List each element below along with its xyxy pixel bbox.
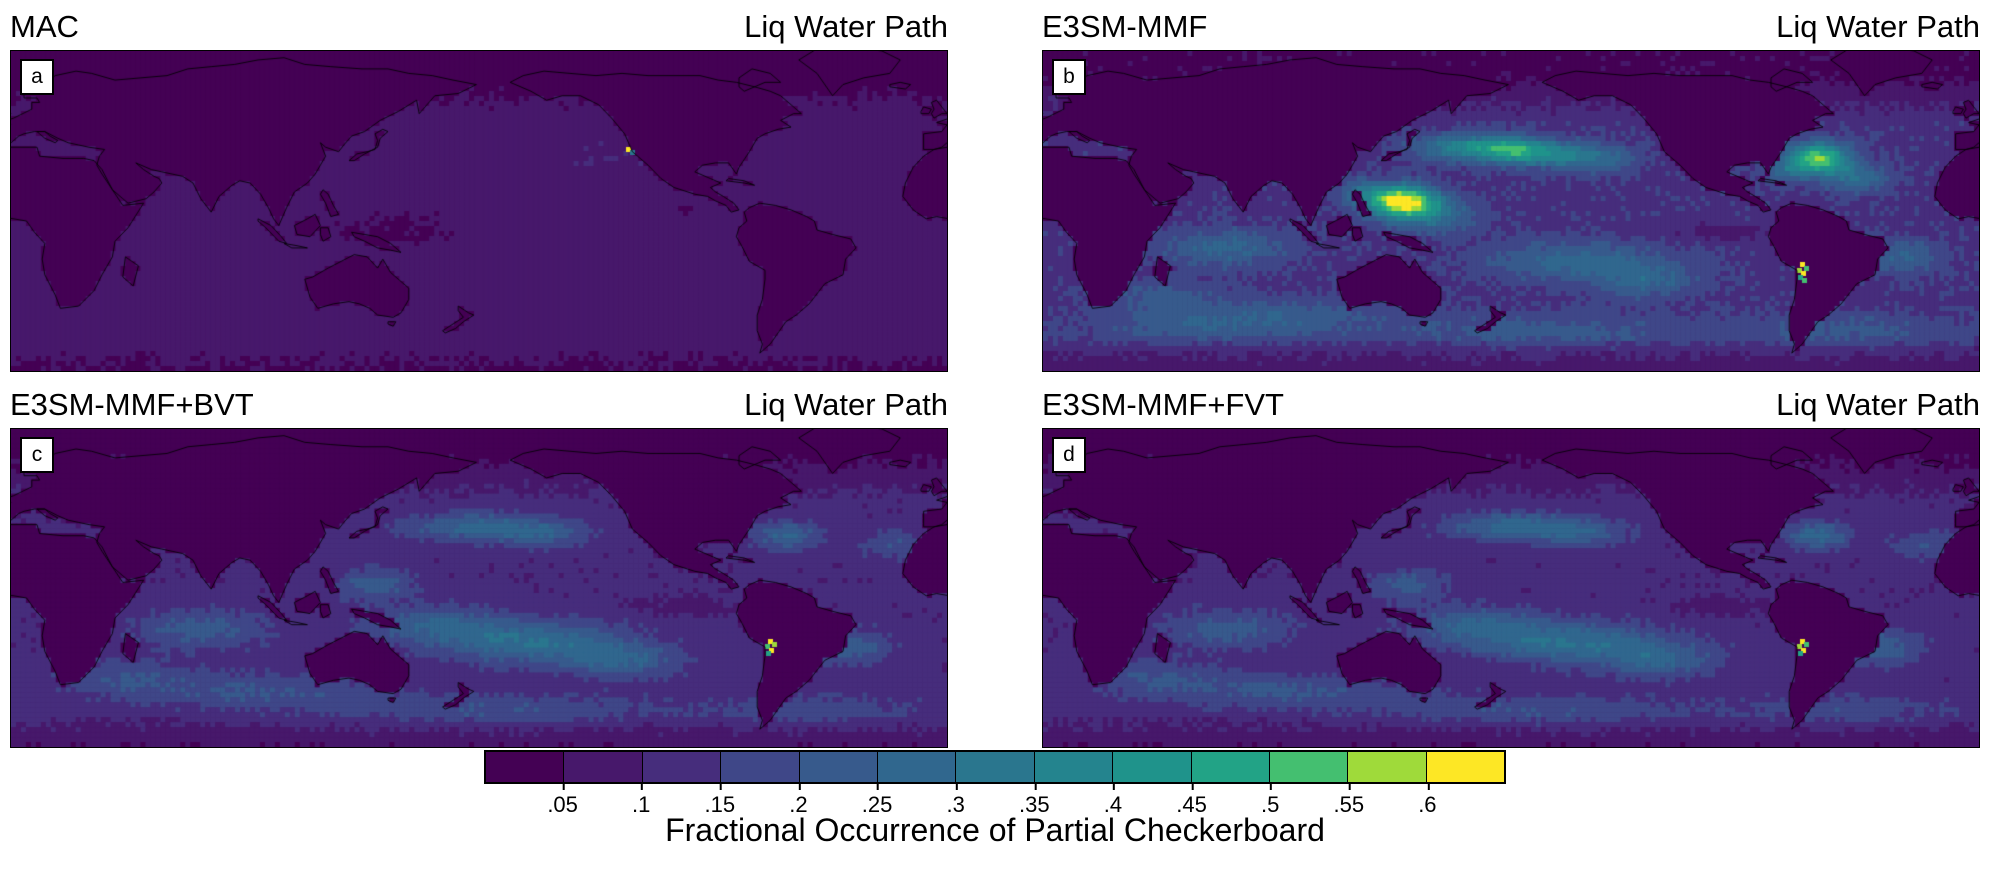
colorbar-segment: [1034, 752, 1114, 782]
colorbar-segment: [721, 752, 800, 782]
colorbar-tick-label: .45: [1176, 783, 1207, 817]
colorbar-tick-label: .4: [1103, 783, 1123, 817]
panel-letter-badge: c: [20, 437, 54, 473]
map-canvas-a: [11, 51, 947, 371]
panel-a: MAC Liq Water Path a: [10, 4, 948, 372]
map-canvas-b: [1043, 51, 1979, 371]
colorbar-tick-label: .5: [1260, 783, 1280, 817]
panel-letter-badge: b: [1052, 59, 1086, 95]
panel-c: E3SM-MMF+BVT Liq Water Path c: [10, 382, 948, 748]
panel-c-header: E3SM-MMF+BVT Liq Water Path: [10, 382, 948, 428]
panel-title: E3SM-MMF+BVT: [10, 387, 254, 422]
panel-title: E3SM-MMF+FVT: [1042, 387, 1284, 422]
panel-b-header: E3SM-MMF Liq Water Path: [1042, 4, 1980, 50]
colorbar-segment: [1348, 752, 1427, 782]
colorbar-segment: [1113, 752, 1192, 782]
colorbar-segment: [1269, 752, 1349, 782]
panel-title: MAC: [10, 9, 79, 44]
colorbar-segment: [1426, 752, 1505, 782]
panel-b: E3SM-MMF Liq Water Path b: [1042, 4, 1980, 372]
colorbar-tick-label: .35: [1019, 783, 1050, 817]
map-d: d: [1042, 428, 1980, 748]
panel-a-header: MAC Liq Water Path: [10, 4, 948, 50]
colorbar-caption: Fractional Occurrence of Partial Checker…: [665, 812, 1325, 848]
panel-variable-label: Liq Water Path: [744, 387, 948, 422]
panel-letter-badge: a: [20, 59, 54, 95]
colorbar-tick-label: .05: [547, 783, 578, 817]
colorbar-tick-label: .15: [704, 783, 736, 817]
map-canvas-d: [1043, 429, 1979, 747]
colorbar-tick-row: .05 .1 .15 .2 .25 .3 .35 .4 .45 .5 .55 .6: [484, 783, 1506, 817]
colorbar-tick-label: .1: [632, 783, 651, 817]
panel-d-header: E3SM-MMF+FVT Liq Water Path: [1042, 382, 1980, 428]
map-c: c: [10, 428, 948, 748]
map-a: a: [10, 50, 948, 372]
panel-letter-badge: d: [1052, 437, 1086, 473]
panel-variable-label: Liq Water Path: [744, 9, 948, 44]
colorbar-segment: [877, 752, 957, 782]
colorbar-tick-label: .2: [789, 783, 808, 817]
colorbar-tick-label: .25: [861, 783, 893, 817]
colorbar-segment: [799, 752, 878, 782]
colorbar-segment: [486, 752, 565, 782]
panel-title: E3SM-MMF: [1042, 9, 1208, 44]
colorbar-tick-label: .55: [1333, 783, 1365, 817]
colorbar-segment: [564, 752, 643, 782]
panel-variable-label: Liq Water Path: [1776, 9, 1980, 44]
colorbar-tick-label: .3: [946, 783, 965, 817]
colorbar-segment: [642, 752, 722, 782]
colorbar-bar: [484, 750, 1506, 784]
colorbar-tick-label: .6: [1418, 783, 1437, 817]
map-canvas-c: [11, 429, 947, 747]
panel-variable-label: Liq Water Path: [1776, 387, 1980, 422]
colorbar-segment: [1191, 752, 1270, 782]
map-b: b: [1042, 50, 1980, 372]
colorbar-segment: [956, 752, 1035, 782]
panel-d: E3SM-MMF+FVT Liq Water Path d: [1042, 382, 1980, 748]
colorbar: .05 .1 .15 .2 .25 .3 .35 .4 .45 .5 .55 .6 Fractiona…: [0, 750, 1990, 849]
